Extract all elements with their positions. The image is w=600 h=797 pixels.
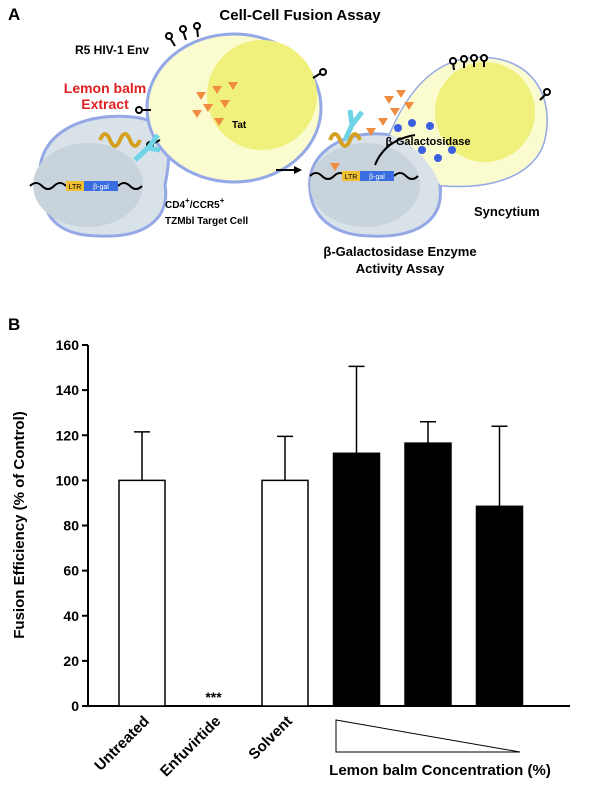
panel-label: B [8, 315, 20, 334]
extract-label: Lemon balm [64, 80, 146, 96]
y-tick-label: 20 [63, 653, 79, 669]
y-axis-label: Fusion Efficiency (% of Control) [11, 411, 28, 639]
gene-label: β-gal [369, 174, 385, 181]
panel-label: A [8, 5, 20, 24]
bar-chart: 0 20 40 60 80 100 120 140 160 Untreated Enfuvirtid… [56, 337, 570, 780]
x-tick-label: Enfuvirtide [157, 713, 224, 780]
error-bar [348, 365, 365, 454]
y-tick-label: 100 [56, 472, 80, 488]
bar [261, 479, 309, 707]
ltr-box [66, 181, 84, 191]
nucleus [435, 62, 535, 162]
enzyme-label: β-Galactosidase [386, 136, 471, 148]
gene-label: β-gal [93, 184, 109, 191]
env-spikes [135, 22, 327, 149]
dna [309, 172, 419, 180]
enzyme [394, 119, 456, 162]
env-label: R5 HIV-1 Env [75, 43, 149, 57]
dna [29, 182, 143, 190]
ltr-box [342, 171, 360, 181]
bar [118, 479, 166, 707]
error-bar [134, 431, 150, 481]
x-tick-label: Solvent [245, 713, 295, 763]
tat-proteins [192, 82, 238, 126]
expression-arrow [374, 134, 416, 166]
diagram-title: Cell-Cell Fusion Assay [219, 7, 381, 24]
arrow-head [294, 166, 302, 174]
env-spikes [449, 54, 551, 101]
y-tick-label: 60 [63, 563, 79, 579]
nucleus [207, 40, 317, 150]
error-bar [491, 425, 508, 507]
target-label-part: /CCR5 [190, 200, 220, 211]
target-label-part: CD4 [165, 200, 185, 211]
assay-label: β-Galactosidase Enzyme [323, 244, 476, 259]
x-tick-label: Untreated [91, 713, 153, 775]
cd4-receptor [328, 132, 362, 148]
concentration-wedge [335, 719, 521, 753]
ltr-label: LTR [345, 174, 358, 181]
target-label-part: + [220, 196, 225, 205]
y-tick-label: 120 [56, 427, 80, 443]
error-bar [420, 420, 436, 444]
syncytium-label: Syncytium [474, 204, 540, 219]
nucleus [310, 143, 420, 227]
x-axis-label: Lemon balm Concentration (%) [329, 762, 551, 779]
gene-box [84, 181, 118, 191]
bar [404, 442, 452, 707]
y-tick-label: 160 [56, 337, 80, 353]
tat-proteins [330, 90, 414, 171]
annotation: *** [205, 689, 222, 705]
target-label: TZMbl Target Cell [165, 216, 248, 227]
bar [475, 505, 524, 707]
extract-label: Extract [81, 96, 129, 112]
ltr-label: LTR [69, 184, 82, 191]
tat-label: Tat [232, 120, 247, 131]
y-tick-label: 80 [63, 518, 79, 534]
target-label-part: + [185, 196, 190, 205]
target-label: CD4+/CCR5+ [165, 196, 225, 211]
cd4-receptor [98, 132, 142, 148]
ccr5-receptor [342, 109, 364, 142]
assay-label: Activity Assay [356, 261, 445, 276]
y-tick-label: 0 [71, 698, 79, 714]
error-bar [277, 435, 293, 481]
y-tick-label: 40 [63, 608, 79, 624]
bar [332, 452, 381, 707]
y-tick-label: 140 [56, 382, 80, 398]
gene-box [360, 171, 394, 181]
ccr5-receptor [133, 133, 161, 162]
